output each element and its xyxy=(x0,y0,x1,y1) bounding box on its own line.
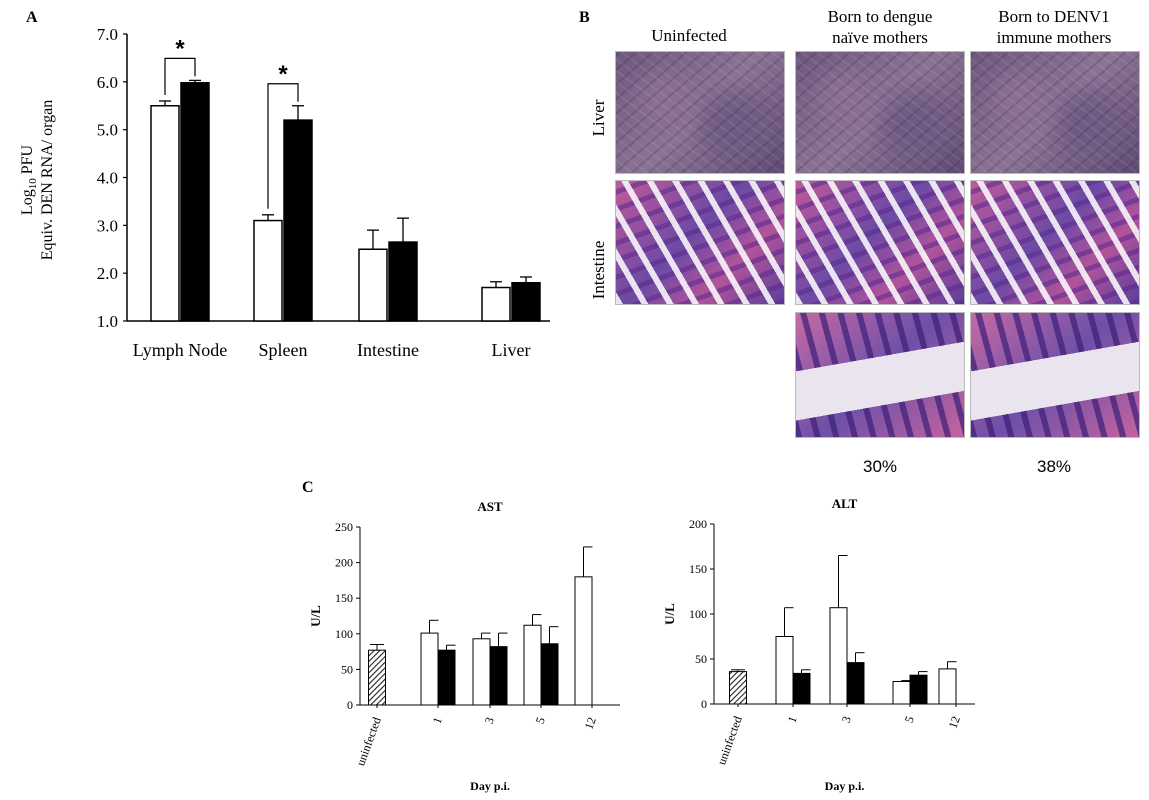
col-header-immune-line1: Born to DENV1 xyxy=(998,7,1109,26)
panel-a-bar xyxy=(358,248,388,322)
alt-bar xyxy=(846,662,865,705)
micrograph-intestine-uninfected xyxy=(615,180,785,305)
panel-a-ylabel-log: Log xyxy=(19,189,36,215)
alt-bar xyxy=(892,681,911,705)
ast-bar xyxy=(437,649,456,706)
panel-a-bar xyxy=(511,281,541,322)
alt-xtick-label: 5 xyxy=(902,714,917,724)
panel-a-ytick-label: 6.0 xyxy=(97,73,118,92)
svg-text:Log10 PFU: Log10 PFU xyxy=(19,144,39,215)
panel-b-label: B xyxy=(579,9,590,26)
panel-a-significance-bracket xyxy=(267,83,299,209)
ast-bar xyxy=(420,632,439,706)
alt-bar-uninfected xyxy=(729,671,747,705)
row-label-intestine: Intestine xyxy=(589,241,608,300)
percent-naive: 30% xyxy=(863,457,897,476)
panel-c-label: C xyxy=(302,479,314,496)
micrograph-intestine-naive-2 xyxy=(795,312,965,438)
col-header-naive-line2: naïve mothers xyxy=(832,28,928,47)
alt-ytick-label: 50 xyxy=(695,652,707,666)
alt-ylabel: U/L xyxy=(662,603,677,625)
alt-ytick-label: 0 xyxy=(701,697,707,711)
micrograph-liver-naive xyxy=(795,51,965,174)
panel-a-xtick-label: Lymph Node xyxy=(133,340,228,360)
panel-a-bar xyxy=(150,105,180,322)
panel-a-ytick-label: 4.0 xyxy=(97,169,118,188)
ast-ytick-label: 150 xyxy=(335,591,353,605)
alt-bar xyxy=(792,672,811,705)
row-label-liver: Liver xyxy=(589,99,608,136)
alt-ytick-label: 100 xyxy=(689,607,707,621)
alt-bar xyxy=(775,636,794,705)
col-header-uninfected: Uninfected xyxy=(651,26,727,45)
ast-ytick-label: 250 xyxy=(335,520,353,534)
panel-a-ytick-label: 1.0 xyxy=(97,312,118,331)
panel-a-ytick-label: 7.0 xyxy=(97,25,118,44)
panel-a-ylabel-sub: 10 xyxy=(27,178,39,190)
ast-xtick-label: 5 xyxy=(533,715,548,725)
panel-a-bar xyxy=(283,119,313,322)
ast-ytick-label: 200 xyxy=(335,556,353,570)
panel-a-ytick-label: 5.0 xyxy=(97,121,118,140)
alt-xtick-label: 12 xyxy=(946,714,963,730)
panel-a-ytick-label: 2.0 xyxy=(97,264,118,283)
panel-a-significance-star: * xyxy=(175,35,185,62)
panel-a-ylabel-pfu: PFU xyxy=(19,144,36,178)
micrograph-intestine-naive xyxy=(795,180,965,305)
ast-xtick-label: 3 xyxy=(482,715,497,725)
panel-a-label: A xyxy=(26,9,38,26)
ast-xtick-label: uninfected xyxy=(353,715,383,767)
ast-bar-uninfected xyxy=(368,649,386,706)
percent-immune: 38% xyxy=(1037,457,1071,476)
panel-a-chart: 1.0 2.0 3.0 4.0 5.0 6.0 7.0 Lymph Node Spleen Int… xyxy=(97,25,550,360)
alt-title: ALT xyxy=(832,496,858,511)
alt-ytick-label: 200 xyxy=(689,517,707,531)
panel-a-significance-bracket xyxy=(164,57,196,95)
panel-a-significance-star: * xyxy=(278,61,288,88)
alt-chart: ALT 0 50 100 150 200 U/L Day p.i. uninfected 1 3 5 1… xyxy=(662,496,975,793)
panel-a-ylabel-line2: Equiv. DEN RNA/ organ xyxy=(39,100,56,260)
alt-ytick-label: 150 xyxy=(689,562,707,576)
alt-xtick-label: 3 xyxy=(839,714,854,724)
ast-title: AST xyxy=(477,499,503,514)
ast-bar xyxy=(540,643,559,706)
micrograph-intestine-immune xyxy=(970,180,1140,305)
micrograph-intestine-immune-2 xyxy=(970,312,1140,438)
ast-ytick-label: 50 xyxy=(341,662,353,676)
panel-a-bar xyxy=(481,286,511,322)
alt-xtick-label: uninfected xyxy=(714,714,744,766)
panel-a-bar xyxy=(388,241,418,322)
ast-chart: AST 0 50 100 150 200 250 U/L Day p.i. uninfected 1… xyxy=(308,499,620,793)
panel-a-xtick-label: Liver xyxy=(492,340,531,360)
col-header-naive-line1: Born to dengue xyxy=(828,7,933,26)
panel-a-bar xyxy=(253,219,283,322)
ast-bar xyxy=(523,624,542,706)
alt-xtick-label: 1 xyxy=(785,714,800,724)
panel-a-xtick-label: Intestine xyxy=(357,340,419,360)
alt-bar xyxy=(938,668,957,705)
ast-ytick-label: 0 xyxy=(347,698,353,712)
ast-bar xyxy=(472,638,491,706)
ast-ytick-label: 100 xyxy=(335,627,353,641)
ast-bar xyxy=(574,576,593,706)
ast-xtick-label: 12 xyxy=(582,715,599,731)
alt-bar xyxy=(909,674,928,705)
alt-bar xyxy=(829,607,848,705)
panel-a-ytick-label: 3.0 xyxy=(97,216,118,235)
micrograph-liver-uninfected xyxy=(615,51,785,174)
ast-xtick-label: 1 xyxy=(430,715,445,725)
ast-bar xyxy=(489,646,508,706)
panel-a-ylabel: Log10 PFU Equiv. DEN RNA/ organ xyxy=(19,100,56,260)
alt-xlabel: Day p.i. xyxy=(825,779,865,793)
ast-xlabel: Day p.i. xyxy=(470,779,510,793)
panel-a-bar xyxy=(180,82,210,322)
micrograph-liver-immune xyxy=(970,51,1140,174)
panel-a-xtick-label: Spleen xyxy=(259,340,308,360)
ast-ylabel: U/L xyxy=(308,605,323,627)
col-header-immune-line2: immune mothers xyxy=(997,28,1112,47)
